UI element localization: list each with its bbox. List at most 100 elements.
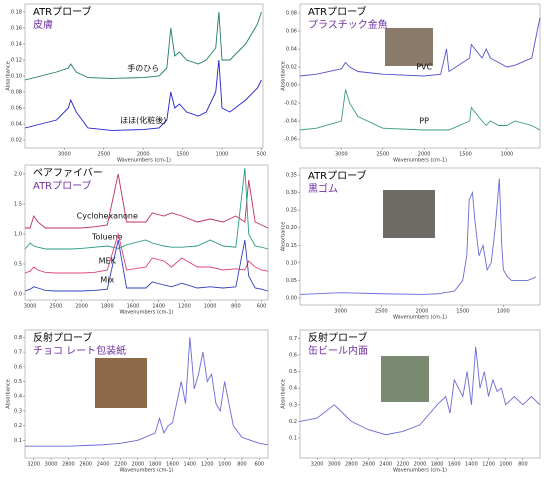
x-tick-label: 2600 bbox=[79, 462, 92, 468]
y-tick-label: 0.18 bbox=[11, 10, 22, 16]
series-label: Cyclohexanone bbox=[77, 212, 138, 221]
x-tick-label: 1600 bbox=[448, 462, 461, 468]
x-tick-label: 1000 bbox=[218, 462, 231, 468]
chart-title: 反射プローブ bbox=[33, 331, 92, 344]
x-tick-label: 1400 bbox=[184, 462, 197, 468]
x-tick-label: 2200 bbox=[396, 462, 409, 468]
series-line bbox=[24, 59, 262, 131]
x-tick-label: 1200 bbox=[482, 462, 495, 468]
x-tick-label: 2400 bbox=[379, 462, 392, 468]
y-tick-label: 0.4 bbox=[289, 386, 297, 392]
series-line bbox=[25, 173, 269, 229]
x-tick-label: 2200 bbox=[114, 462, 127, 468]
x-tick-label: 2600 bbox=[362, 462, 375, 468]
y-tick-label: 0.35 bbox=[286, 173, 297, 179]
x-tick-label: 2800 bbox=[62, 462, 75, 468]
y-tick-label: 0.14 bbox=[11, 42, 22, 48]
chart-subtitle: 缶ビール内面 bbox=[308, 344, 368, 357]
series-label: MEK bbox=[99, 257, 117, 266]
y-tick-label: 0.3 bbox=[14, 408, 22, 414]
y-tick-label: 0.0 bbox=[14, 292, 22, 298]
photo bbox=[95, 358, 147, 408]
series-line bbox=[24, 167, 269, 250]
x-tick-label: 1800 bbox=[149, 462, 162, 468]
series-label: PP bbox=[419, 117, 429, 126]
y-tick-label: 0.20 bbox=[286, 225, 297, 231]
y-tick-label: 0.6 bbox=[289, 352, 297, 358]
x-tick-label: 800 bbox=[231, 304, 241, 310]
x-tick-label: 1600 bbox=[127, 304, 140, 310]
chart-subtitle: ATRプローブ bbox=[33, 179, 92, 192]
y-tick-label: 0.06 bbox=[11, 106, 22, 112]
x-tick-label: 3000 bbox=[335, 152, 348, 158]
x-tick-label: 2500 bbox=[49, 304, 62, 310]
y-tick-label: 0.5 bbox=[289, 369, 297, 375]
x-tick-label: 600 bbox=[257, 304, 267, 310]
x-tick-label: 1000 bbox=[501, 152, 514, 158]
y-tick-label: 0.16 bbox=[11, 26, 22, 32]
y-tick-label: 0.7 bbox=[289, 336, 297, 342]
x-tick-label: 1200 bbox=[201, 462, 214, 468]
x-tick-label: 1500 bbox=[176, 152, 189, 158]
y-tick-label: 0.30 bbox=[286, 190, 297, 196]
chart-title: 反射プローブ bbox=[308, 331, 367, 344]
x-tick-label: 1600 bbox=[166, 462, 179, 468]
chart-title: ペアファイバー bbox=[33, 167, 103, 179]
x-tick-label: 1000 bbox=[216, 152, 229, 158]
x-axis-label: Wavenumbers (cm-1) bbox=[393, 315, 447, 321]
y-tick-label: 0.10 bbox=[11, 74, 22, 80]
y-axis-label: Absorbance bbox=[281, 379, 287, 409]
x-tick-label: 2500 bbox=[376, 152, 389, 158]
x-tick-label: 2000 bbox=[418, 152, 431, 158]
y-tick-label: -0.02 bbox=[284, 101, 297, 107]
series-line bbox=[24, 239, 269, 292]
x-tick-label: 2400 bbox=[97, 462, 110, 468]
x-axis-label: Wavenumbers (cm-1) bbox=[117, 158, 171, 164]
x-tick-label: 1000 bbox=[204, 304, 217, 310]
y-tick-label: 0.8 bbox=[14, 335, 22, 341]
y-axis-label: Absorbance bbox=[281, 222, 287, 252]
y-tick-label: 0.10 bbox=[286, 260, 297, 266]
x-tick-label: 2500 bbox=[375, 309, 388, 315]
chart-title: ATRプローブ bbox=[308, 169, 367, 182]
x-tick-label: 500 bbox=[257, 152, 267, 158]
x-tick-label: 3200 bbox=[311, 462, 324, 468]
x-tick-label: 3000 bbox=[328, 462, 341, 468]
y-tick-label: -0.06 bbox=[284, 137, 297, 143]
y-tick-label: 0.2 bbox=[14, 423, 22, 429]
y-tick-label: 0.25 bbox=[286, 208, 297, 214]
y-tick-label: -0.04 bbox=[284, 119, 297, 125]
y-tick-label: 0.6 bbox=[14, 364, 22, 370]
y-tick-label: 0.02 bbox=[286, 65, 297, 71]
series-line bbox=[24, 11, 262, 81]
x-tick-label: 1400 bbox=[465, 462, 478, 468]
y-tick-label: 1.5 bbox=[14, 202, 22, 208]
chart-subtitle: チョコ レート包装紙 bbox=[33, 344, 126, 357]
x-tick-label: 1500 bbox=[456, 309, 469, 315]
plot-frame bbox=[24, 164, 269, 301]
x-tick-label: 1200 bbox=[178, 304, 191, 310]
y-tick-label: 2.0 bbox=[14, 172, 22, 178]
series-line bbox=[299, 346, 541, 436]
x-tick-label: 2500 bbox=[97, 152, 110, 158]
y-tick-label: 0.02 bbox=[11, 138, 22, 144]
photo bbox=[385, 28, 433, 66]
x-tick-label: 1000 bbox=[497, 309, 510, 315]
series-label: PVC bbox=[416, 63, 432, 72]
series-line bbox=[299, 17, 541, 77]
y-tick-label: 0.7 bbox=[14, 350, 22, 356]
x-tick-label: 1800 bbox=[101, 304, 114, 310]
series-line bbox=[299, 89, 541, 131]
x-axis-label: Wavenumbers (cm-1) bbox=[393, 468, 447, 474]
x-tick-label: 2800 bbox=[345, 462, 358, 468]
x-tick-label: 3000 bbox=[58, 152, 71, 158]
y-tick-label: 0.1 bbox=[14, 438, 22, 444]
y-axis-label: Absorbance bbox=[6, 379, 12, 409]
y-tick-label: 0.5 bbox=[14, 262, 22, 268]
y-axis-label: Absorbance bbox=[281, 61, 287, 91]
series-label: Toluene bbox=[91, 233, 123, 242]
series-label: Mix bbox=[100, 276, 114, 285]
chart-title: ATRプローブ bbox=[308, 5, 367, 18]
